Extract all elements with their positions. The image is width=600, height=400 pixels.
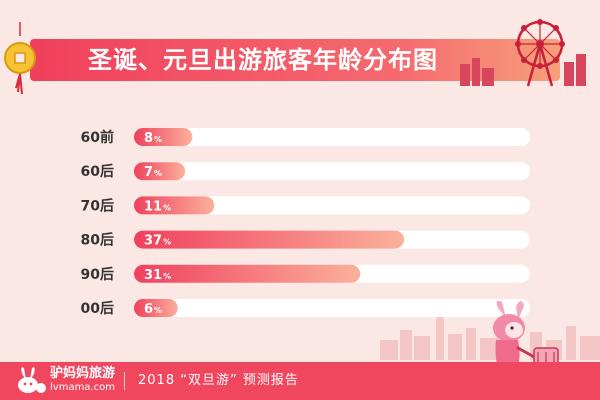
- footer-report-title: 2018 “双旦游” 预测报告: [138, 373, 299, 388]
- bar-track: [134, 299, 530, 317]
- category-label: 80后: [81, 232, 114, 249]
- category-label: 70后: [81, 197, 114, 214]
- bar: [134, 299, 178, 317]
- coin-ornament-icon: [4, 22, 36, 95]
- category-label: 90后: [81, 266, 114, 283]
- city-skyline-icon: [380, 304, 600, 360]
- bar-value-label: 7%: [144, 165, 162, 180]
- rabbit-logo-icon: [18, 367, 46, 393]
- footer-divider: [124, 372, 125, 390]
- bar-value-label: 11%: [144, 199, 171, 214]
- footer-bar: 驴妈妈旅游 lvmama.com 2018 “双旦游” 预测报告: [0, 362, 600, 400]
- category-label: 00后: [81, 300, 114, 317]
- category-label: 60前: [81, 129, 114, 146]
- bar: [134, 230, 405, 249]
- category-label: 60后: [81, 163, 114, 180]
- bar: [134, 196, 215, 215]
- bar: [134, 264, 361, 283]
- bar-track: [134, 196, 530, 215]
- bar-value-label: 31%: [144, 268, 171, 283]
- bar: [134, 162, 186, 181]
- bar-value-label: 8%: [144, 131, 162, 146]
- bar-value-label: 6%: [144, 302, 162, 317]
- footer-brand-name: 驴妈妈旅游: [50, 366, 116, 381]
- title-banner: 圣诞、元旦出游旅客年龄分布图: [30, 39, 560, 81]
- bar-value-label: 37%: [144, 234, 171, 249]
- bar-track: [134, 162, 530, 181]
- bar-track: [134, 128, 530, 146]
- footer-domain: lvmama.com: [50, 382, 115, 393]
- ferris-wheel-icon: [460, 19, 586, 87]
- bar: [134, 128, 193, 146]
- chart-title: 圣诞、元旦出游旅客年龄分布图: [88, 46, 438, 74]
